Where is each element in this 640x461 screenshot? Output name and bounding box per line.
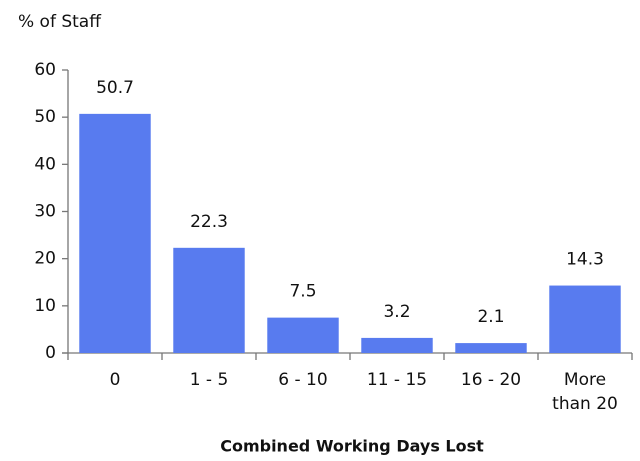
- x-tick-label: 1 - 5: [189, 370, 229, 390]
- value-label: 7.5: [289, 282, 316, 302]
- value-label: 14.3: [566, 250, 604, 270]
- bar: [79, 113, 151, 354]
- y-tick-label: 20: [34, 249, 56, 269]
- y-tick-label: 60: [34, 60, 56, 80]
- bar: [361, 337, 433, 353]
- bar: [455, 343, 527, 353]
- x-tick-label: More than 20: [552, 370, 618, 414]
- y-tick-label: 0: [45, 343, 56, 363]
- value-label: 22.3: [190, 212, 228, 232]
- x-tick-label: 16 - 20: [460, 370, 522, 390]
- value-label: 2.1: [477, 307, 504, 327]
- value-label: 3.2: [383, 302, 410, 322]
- x-axis-label: Combined Working Days Lost: [220, 437, 484, 456]
- bar: [549, 285, 621, 353]
- value-label: 50.7: [96, 78, 134, 98]
- x-tick-label: 6 - 10: [278, 370, 328, 390]
- x-tick-label: 0: [109, 370, 121, 390]
- y-tick-label: 30: [34, 202, 56, 222]
- bar: [267, 317, 339, 353]
- y-axis-label: % of Staff: [18, 12, 102, 32]
- bar: [173, 247, 245, 353]
- y-tick-label: 10: [34, 296, 56, 316]
- y-tick-label: 40: [34, 154, 56, 174]
- x-tick-label: 11 - 15: [366, 370, 428, 390]
- y-tick-label: 50: [34, 107, 56, 127]
